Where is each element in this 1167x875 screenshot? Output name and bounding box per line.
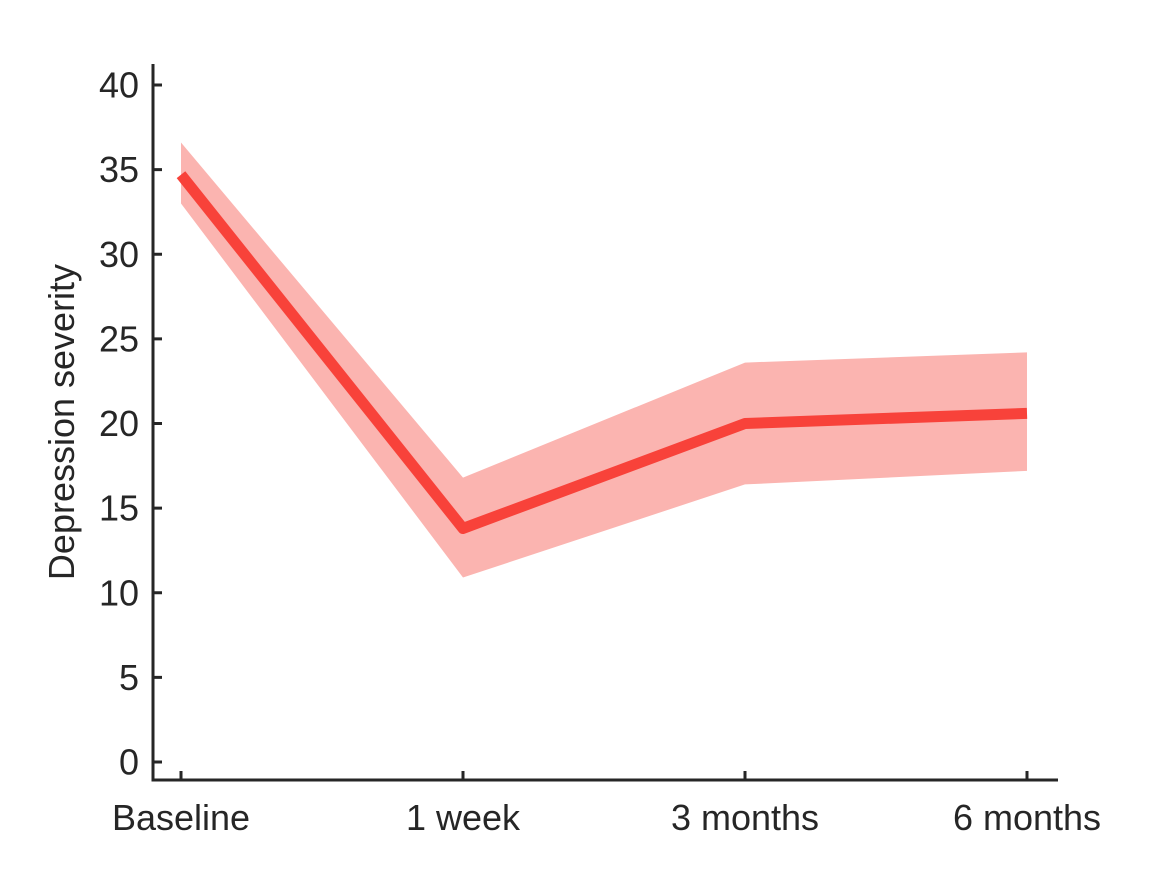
series-line (176, 171, 1028, 534)
series-line-layer (176, 171, 1028, 534)
confidence-band (181, 142, 1027, 578)
x-tick-label: 1 week (406, 797, 521, 838)
y-tick-label: 40 (99, 65, 139, 106)
y-tick-label: 15 (99, 488, 139, 529)
y-tick-label: 10 (99, 572, 139, 613)
y-tick-label: 35 (99, 149, 139, 190)
x-tick-label: Baseline (112, 797, 250, 838)
y-tick-label: 20 (99, 403, 139, 444)
y-tick-label: 25 (99, 318, 139, 359)
x-tick-label: 6 months (953, 797, 1101, 838)
y-ticks: 0 5 10 15 20 25 30 35 40 (99, 65, 162, 783)
y-axis-label: Depression severity (41, 264, 82, 580)
y-tick-label: 0 (119, 742, 139, 783)
confidence-band-layer (181, 142, 1027, 578)
x-ticks: Baseline 1 week 3 months 6 months (112, 771, 1101, 838)
y-tick-label: 30 (99, 234, 139, 275)
y-tick-label: 5 (119, 657, 139, 698)
x-tick-label: 3 months (671, 797, 819, 838)
